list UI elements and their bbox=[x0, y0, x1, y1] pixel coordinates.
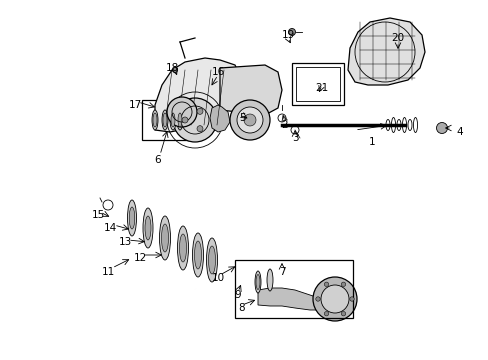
Circle shape bbox=[312, 277, 356, 321]
Circle shape bbox=[244, 114, 256, 126]
Circle shape bbox=[167, 97, 197, 127]
Text: 21: 21 bbox=[315, 83, 328, 93]
Ellipse shape bbox=[178, 113, 182, 127]
Circle shape bbox=[237, 107, 263, 133]
Bar bbox=[295, 67, 339, 101]
Text: 8: 8 bbox=[238, 303, 245, 313]
Circle shape bbox=[197, 108, 203, 114]
Ellipse shape bbox=[254, 271, 261, 293]
Text: 5: 5 bbox=[238, 113, 245, 123]
Text: 18: 18 bbox=[165, 63, 178, 73]
Text: 4: 4 bbox=[456, 127, 462, 137]
Ellipse shape bbox=[163, 113, 167, 127]
Circle shape bbox=[320, 285, 348, 313]
Text: 20: 20 bbox=[390, 33, 404, 43]
PathPatch shape bbox=[347, 18, 424, 85]
Text: 7: 7 bbox=[278, 267, 285, 277]
Text: 11: 11 bbox=[101, 267, 114, 277]
Circle shape bbox=[172, 68, 177, 72]
Text: 19: 19 bbox=[281, 30, 294, 40]
Text: 14: 14 bbox=[103, 223, 116, 233]
Ellipse shape bbox=[170, 110, 176, 130]
Ellipse shape bbox=[256, 275, 260, 289]
Circle shape bbox=[324, 282, 328, 287]
Bar bbox=[142, 100, 197, 140]
Ellipse shape bbox=[208, 246, 215, 274]
Bar bbox=[235, 260, 352, 318]
Ellipse shape bbox=[159, 216, 170, 260]
Bar bbox=[291, 63, 343, 105]
Ellipse shape bbox=[177, 226, 188, 270]
Circle shape bbox=[341, 282, 345, 287]
Ellipse shape bbox=[162, 110, 168, 130]
Ellipse shape bbox=[142, 208, 153, 248]
Ellipse shape bbox=[266, 269, 272, 291]
Text: 12: 12 bbox=[133, 253, 146, 263]
Text: 3: 3 bbox=[291, 133, 298, 143]
Circle shape bbox=[436, 122, 447, 134]
Ellipse shape bbox=[145, 216, 151, 240]
Ellipse shape bbox=[179, 234, 186, 262]
Circle shape bbox=[349, 297, 353, 301]
PathPatch shape bbox=[209, 105, 229, 132]
Ellipse shape bbox=[194, 241, 201, 269]
Text: 9: 9 bbox=[234, 290, 241, 300]
Circle shape bbox=[341, 311, 345, 316]
Text: 10: 10 bbox=[211, 273, 224, 283]
Ellipse shape bbox=[192, 233, 203, 277]
PathPatch shape bbox=[220, 65, 282, 115]
Text: 13: 13 bbox=[118, 237, 131, 247]
Circle shape bbox=[197, 126, 203, 132]
Text: 6: 6 bbox=[154, 155, 161, 165]
Circle shape bbox=[182, 117, 187, 123]
Ellipse shape bbox=[171, 113, 175, 127]
Circle shape bbox=[315, 297, 320, 301]
Circle shape bbox=[173, 98, 217, 142]
Circle shape bbox=[229, 100, 269, 140]
Text: 2: 2 bbox=[281, 120, 288, 130]
Circle shape bbox=[288, 28, 295, 36]
Circle shape bbox=[324, 311, 328, 316]
Text: 15: 15 bbox=[91, 210, 104, 220]
Ellipse shape bbox=[153, 113, 157, 127]
PathPatch shape bbox=[155, 58, 240, 132]
Ellipse shape bbox=[127, 200, 136, 236]
Ellipse shape bbox=[161, 224, 168, 252]
Ellipse shape bbox=[152, 110, 158, 130]
PathPatch shape bbox=[258, 288, 337, 310]
Text: 17: 17 bbox=[128, 100, 142, 110]
Ellipse shape bbox=[129, 207, 135, 229]
Text: 16: 16 bbox=[211, 67, 224, 77]
Text: 1: 1 bbox=[368, 137, 375, 147]
Ellipse shape bbox=[177, 110, 183, 130]
Ellipse shape bbox=[206, 238, 217, 282]
